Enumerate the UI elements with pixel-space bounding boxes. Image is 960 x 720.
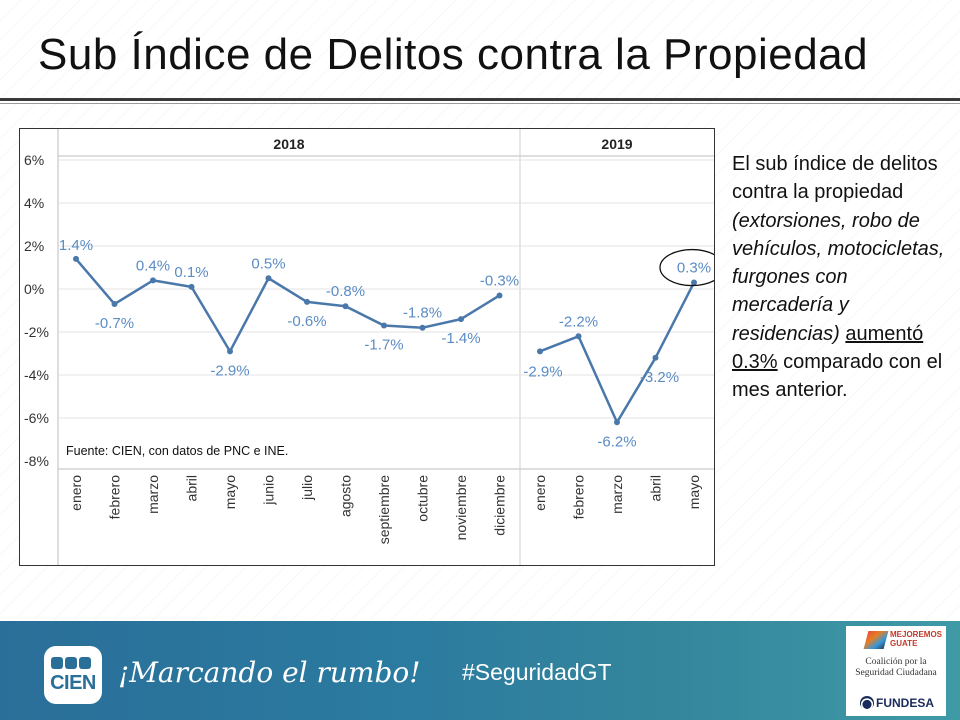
y-tick-label: 2% — [24, 238, 44, 254]
data-point — [342, 303, 349, 310]
x-tick-label: mayo — [686, 475, 702, 509]
y-tick-label: -6% — [24, 410, 49, 426]
description-increase: aumentó 0.3% — [732, 322, 924, 374]
cien-logo-text: CIEN — [50, 672, 96, 694]
footer-hashtag: #SeguridadGT — [462, 659, 612, 685]
data-label: -0.3% — [480, 272, 519, 289]
data-label: 0.1% — [174, 264, 208, 281]
data-label: 1.4% — [59, 237, 93, 254]
data-label: -2.9% — [210, 362, 249, 379]
data-label: -1.4% — [441, 330, 480, 347]
data-label: -1.8% — [403, 305, 442, 322]
data-label: -3.2% — [640, 369, 679, 386]
chart-source-note: Fuente: CIEN, con datos de PNC e INE. — [66, 444, 288, 458]
x-tick-label: mayo — [222, 475, 238, 509]
data-point — [188, 283, 195, 290]
panel-year-header: 2018 — [273, 136, 304, 152]
x-tick-label: enero — [68, 475, 84, 511]
chart-svg: 6% 4% 2% 0% -2% -4% -6% -8% 2018 1.4% -0.7% 0.4% 0.1… — [24, 129, 714, 565]
data-point — [537, 348, 543, 355]
mejoremos-guate-text: MEJOREMOS GUATE — [890, 630, 943, 648]
description-part4: comparado con el mes anterior. — [732, 351, 943, 402]
data-label: 0.5% — [251, 255, 285, 272]
x-tick-label: julio — [299, 475, 315, 501]
fundesa-icon — [860, 696, 874, 710]
x-tick-label: diciembre — [492, 475, 508, 536]
x-tick-label: junio — [261, 475, 277, 506]
data-label: -2.9% — [523, 363, 562, 380]
data-point — [458, 316, 464, 323]
description-text: El sub índice de delitos contra la propi… — [732, 150, 947, 405]
data-label: -2.2% — [559, 313, 598, 330]
data-point — [419, 324, 426, 331]
x-tick-label: febrero — [571, 475, 587, 520]
footer-bar — [0, 621, 960, 720]
line-chart: 6% 4% 2% 0% -2% -4% -6% -8% 2018 1.4% -0.7% 0.4% 0.1… — [19, 128, 715, 566]
highlight-ellipse — [659, 248, 714, 287]
series-line-2018 — [75, 258, 501, 353]
panel-year-header: 2019 — [601, 136, 632, 152]
data-label: -1.7% — [364, 337, 403, 354]
data-point — [614, 419, 620, 426]
coalicion-text: Coalición por la Seguridad Ciudadana — [855, 657, 937, 678]
slide-title: Sub Índice de Delitos contra la Propieda… — [38, 30, 869, 79]
title-rule-thin — [0, 103, 960, 104]
x-tick-label: marzo — [609, 475, 625, 514]
x-tick-label: septiembre — [376, 475, 392, 544]
footer-slogan: ¡Marcando el rumbo! — [118, 656, 421, 689]
x-tick-label: noviembre — [453, 475, 469, 541]
partner-logos: MEJOREMOS GUATE Coalición por la Segurid… — [846, 626, 946, 716]
data-label: 0.3% — [677, 260, 711, 277]
data-point — [496, 292, 503, 299]
data-point — [73, 255, 79, 262]
x-tick-label: enero — [532, 475, 548, 511]
data-point — [111, 301, 118, 308]
x-tick-label: abril — [648, 475, 664, 501]
cien-logo: CIEN — [44, 646, 102, 704]
description-crimes-list: (extorsiones, robo de vehículos, motocic… — [732, 209, 945, 345]
y-tick-label: 4% — [24, 195, 44, 211]
data-point — [691, 279, 697, 286]
y-tick-label: 0% — [24, 281, 44, 297]
mejoremos-guate-icon — [863, 631, 889, 649]
data-point — [227, 348, 233, 355]
data-point — [304, 298, 310, 305]
data-point — [652, 354, 659, 361]
x-tick-label: febrero — [107, 475, 123, 520]
cien-logo-mark — [51, 656, 95, 670]
fundesa-text: FUNDESA — [876, 696, 935, 710]
data-point — [381, 322, 387, 329]
series-line-2019 — [539, 281, 696, 424]
x-tick-label: agosto — [338, 475, 354, 517]
data-label: -0.7% — [95, 315, 134, 332]
data-point — [265, 275, 272, 282]
data-label: -6.2% — [597, 433, 636, 450]
data-label: -0.8% — [326, 283, 365, 300]
data-point — [575, 333, 582, 340]
title-rule — [0, 98, 960, 101]
x-tick-label: octubre — [415, 475, 431, 522]
y-tick-label: 6% — [24, 152, 44, 168]
y-tick-label: -2% — [24, 324, 49, 340]
y-tick-label: -8% — [24, 453, 49, 469]
data-point — [150, 277, 156, 284]
x-tick-label: abril — [184, 475, 200, 501]
data-label: 0.4% — [136, 257, 170, 274]
description-part1: El sub índice de delitos contra la propi… — [732, 153, 938, 204]
y-tick-label: -4% — [24, 367, 49, 383]
x-tick-label: marzo — [145, 475, 161, 514]
data-label: -0.6% — [287, 313, 326, 330]
